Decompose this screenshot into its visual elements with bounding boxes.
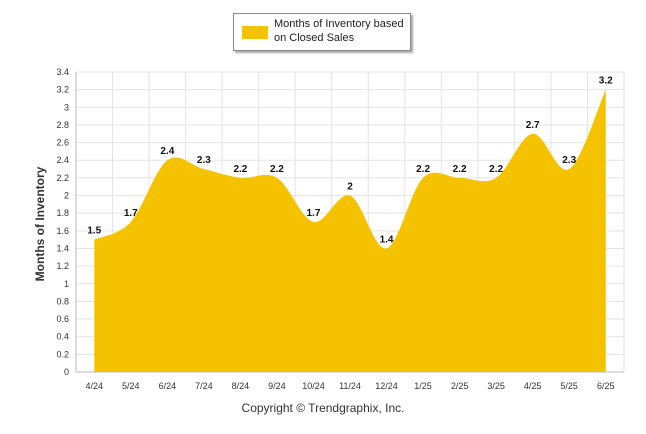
data-label: 2.3 xyxy=(562,155,576,166)
data-labels: 1.5 1.7 2.4 2.3 2.2 2.2 1.7 2 1.4 2.2 2.2 2.2 2.7 2.3… xyxy=(87,76,613,246)
data-label: 2.4 xyxy=(160,146,174,157)
data-label: 2.2 xyxy=(233,164,247,175)
y-tick-label: 3.2 xyxy=(56,85,69,95)
x-tick-label: 4/25 xyxy=(524,381,542,391)
data-label: 1.4 xyxy=(380,234,394,245)
area-series xyxy=(94,89,606,372)
y-tick-label: 2.4 xyxy=(56,155,69,165)
y-tick-label: 1.6 xyxy=(56,226,69,236)
data-label: 2 xyxy=(347,182,353,193)
x-tick-label: 10/24 xyxy=(302,381,325,391)
copyright-text: Copyright © Trendgraphix, Inc. xyxy=(241,401,405,415)
x-axis-ticks: 4/24 5/24 6/24 7/24 8/24 9/24 10/24 11/24 12/24 1… xyxy=(86,381,615,391)
data-label: 2.3 xyxy=(197,155,211,166)
x-tick-label: 5/24 xyxy=(122,381,140,391)
y-tick-label: 3.4 xyxy=(56,67,69,77)
y-axis-title: Months of Inventory xyxy=(33,166,47,281)
data-label: 2.2 xyxy=(416,164,430,175)
y-tick-label: 1.4 xyxy=(56,243,69,253)
y-tick-label: 0.6 xyxy=(56,314,69,324)
legend: Months of Inventory based on Closed Sale… xyxy=(233,13,411,51)
legend-swatch xyxy=(242,26,268,39)
data-label: 2.2 xyxy=(270,164,284,175)
x-tick-label: 9/24 xyxy=(268,381,286,391)
x-tick-label: 2/25 xyxy=(451,381,469,391)
x-tick-label: 11/24 xyxy=(339,381,361,391)
x-tick-label: 6/24 xyxy=(159,381,177,391)
area-path xyxy=(94,89,606,372)
x-tick-label: 8/24 xyxy=(232,381,250,391)
y-tick-label: 0.2 xyxy=(56,349,69,359)
y-tick-label: 1.2 xyxy=(56,261,69,271)
x-tick-label: 3/25 xyxy=(487,381,505,391)
y-tick-label: 0.4 xyxy=(56,332,69,342)
axes xyxy=(75,72,624,373)
x-tick-label: 6/25 xyxy=(597,381,615,391)
y-tick-label: 1 xyxy=(64,279,69,289)
data-label: 2.7 xyxy=(526,120,540,131)
data-label: 3.2 xyxy=(599,76,613,87)
y-tick-label: 1.8 xyxy=(56,208,69,218)
y-tick-label: 0.8 xyxy=(56,296,69,306)
y-tick-label: 2.2 xyxy=(56,173,69,183)
x-tick-label: 12/24 xyxy=(375,381,398,391)
data-label: 1.7 xyxy=(124,208,138,219)
y-tick-label: 2.8 xyxy=(56,120,69,130)
data-label: 2.2 xyxy=(489,164,503,175)
x-tick-label: 7/24 xyxy=(195,381,213,391)
x-tick-label: 1/25 xyxy=(414,381,432,391)
legend-label: Months of Inventory based on Closed Sale… xyxy=(274,18,404,44)
x-tick-label: 4/24 xyxy=(86,381,104,391)
x-tick-label: 5/25 xyxy=(560,381,578,391)
y-tick-label: 0 xyxy=(64,367,69,377)
y-tick-label: 3 xyxy=(64,102,69,112)
data-label: 1.5 xyxy=(87,226,101,237)
y-axis-ticks: 0 0.2 0.4 0.6 0.8 1 1.2 1.4 1.6 1.8 2 2.2 2.4 2.6 2.8 3… xyxy=(56,67,69,377)
y-tick-label: 2 xyxy=(64,191,69,201)
data-label: 1.7 xyxy=(307,208,321,219)
data-label: 2.2 xyxy=(453,164,467,175)
y-tick-label: 2.6 xyxy=(56,138,69,148)
